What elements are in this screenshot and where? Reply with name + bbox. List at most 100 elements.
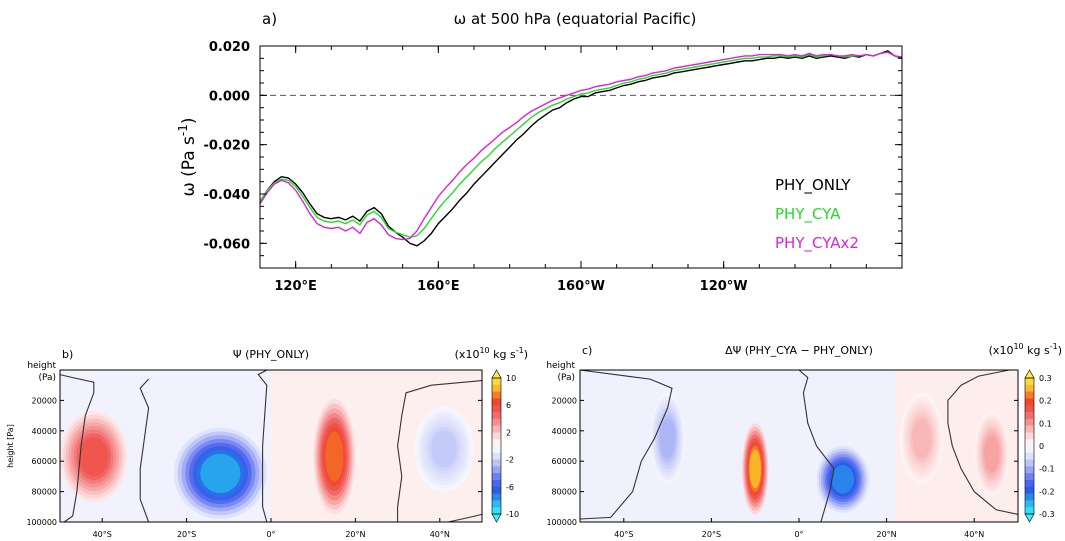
colorbar-segment — [1025, 405, 1034, 413]
colorbar-tick-label: 0.1 — [1039, 419, 1052, 428]
x-tick-label: 20°N — [345, 530, 365, 539]
legend-entry-phy-cyax2: PHY_CYAx2 — [775, 234, 859, 253]
label-part: kg s — [1024, 344, 1050, 357]
superscript: -1 — [176, 124, 190, 136]
y-tick-label-a: 0.020 — [209, 40, 250, 55]
heatmap-cell — [831, 465, 855, 494]
colorbar-tick-label: -2 — [506, 456, 514, 465]
x-tick-label: 40°S — [614, 530, 633, 539]
colorbar-segment — [1025, 507, 1034, 515]
label-part: (x10 — [455, 348, 480, 361]
label-part: ω (Pa s — [179, 136, 199, 197]
x-tick-label: 0° — [794, 530, 803, 539]
colorbar-segment — [1025, 384, 1034, 393]
colorbar-tick-label: -0.3 — [1039, 510, 1055, 519]
colorbar-tick-label: -6 — [506, 483, 514, 492]
zero-contour — [397, 380, 483, 522]
colorbar-tick-label: -10 — [506, 510, 519, 519]
colorbar-segment — [1025, 452, 1034, 461]
panel-label: c) — [582, 344, 592, 357]
legend-entry-phy-cya: PHY_CYA — [775, 205, 841, 224]
zero-contour — [139, 378, 150, 523]
y-tick-label: 80000 — [32, 488, 57, 497]
label-part: (x10 — [989, 344, 1014, 357]
colorbar-segment — [492, 507, 501, 515]
zero-contour — [59, 374, 95, 523]
chart-title-a: ω at 500 hPa (equatorial Pacific) — [454, 10, 697, 28]
colorbar-segment — [492, 473, 501, 481]
pa-unit-label: (Pa) — [557, 373, 575, 383]
colorbar-bottom-arrow — [1024, 513, 1035, 523]
units-label: (x1010 kg s-1) — [989, 342, 1062, 357]
colorbar-segment — [492, 425, 501, 433]
colorbar-segment — [492, 391, 501, 399]
colorbar-segment — [492, 446, 501, 454]
colorbar-segment — [492, 432, 501, 440]
heatmap-cell — [660, 418, 676, 459]
panel-label: b) — [62, 348, 73, 361]
series-line-phy-only — [259, 50, 903, 247]
x-tick-label: 0° — [266, 530, 275, 539]
colorbar-tick-label: 0.2 — [1039, 397, 1052, 406]
zero-contour — [579, 369, 673, 520]
colorbar-segment — [492, 493, 501, 501]
superscript: 10 — [479, 346, 489, 355]
y-tick-label: 40000 — [552, 427, 577, 436]
panel-label-a: a) — [262, 10, 277, 28]
x-tick-label-a: 120°W — [700, 279, 748, 294]
colorbar-segment — [492, 480, 501, 488]
colorbar-frame — [491, 377, 502, 515]
superscript: 10 — [1013, 342, 1023, 351]
label-part: ) — [1058, 344, 1062, 357]
y-tick-label: 100000 — [546, 518, 577, 527]
panel-a-line-chart: a) ω at 500 hPa (equatorial Pacific) ω (Pa… — [176, 10, 903, 294]
heatmap-cell — [200, 453, 241, 494]
x-tick-label-a: 160°W — [557, 279, 605, 294]
colorbar-segment — [1025, 412, 1034, 420]
colorbar-segment — [1025, 493, 1034, 501]
chart-title: Ψ (PHY_ONLY) — [233, 348, 309, 361]
y-tick-label: 100000 — [26, 518, 57, 527]
panel-c-streamfunction-difference: c) ΔΨ (PHY_CYA − PHY_ONLY) (x1010 kg s-1) h… — [546, 342, 1062, 539]
y-tick-label: 60000 — [552, 457, 577, 466]
colorbar-segment — [1025, 398, 1034, 406]
x-tick-label: 40°N — [964, 530, 984, 539]
colorbar-segment — [492, 384, 501, 393]
colorbar-segment — [1025, 466, 1034, 474]
y-tick-label: 80000 — [552, 488, 577, 497]
colorbar-bottom-arrow — [491, 513, 502, 523]
chart-title: ΔΨ (PHY_CYA − PHY_ONLY) — [725, 344, 873, 357]
label-part: ) — [524, 348, 528, 361]
pa-unit-label: (Pa) — [38, 373, 56, 383]
colorbar-segment — [1025, 391, 1034, 399]
y-axis-label: height [Pa] — [6, 424, 15, 468]
x-tick-label: 40°N — [430, 530, 450, 539]
colorbar-segment — [1025, 446, 1034, 454]
colorbar-segment — [1025, 425, 1034, 433]
colorbar-tick-label: 0 — [1039, 442, 1044, 451]
superscript: -1 — [1050, 342, 1058, 351]
series-line-phy-cya — [259, 51, 903, 238]
heatmap-cell — [912, 418, 932, 459]
x-tick-label-a: 160°E — [417, 279, 460, 294]
y-tick-label-a: 0.000 — [209, 89, 250, 104]
zero-contour — [257, 369, 268, 523]
x-tick-label: 20°S — [702, 530, 721, 539]
heatmap-cell — [749, 449, 761, 489]
colorbar-tick-label: -0.1 — [1039, 465, 1055, 474]
colorbar-segment — [492, 466, 501, 474]
zero-contour — [448, 513, 483, 523]
y-tick-label-a: -0.020 — [203, 139, 250, 154]
colorbar-frame — [1024, 377, 1035, 515]
heatmap-cell — [79, 436, 109, 477]
colorbar-segment — [492, 452, 501, 461]
x-tick-label: 40°S — [93, 530, 112, 539]
x-tick-label-a: 120°E — [274, 279, 317, 294]
label-part: kg s — [490, 348, 516, 361]
colorbar-tick-label: 6 — [506, 401, 511, 410]
heatmap-cell — [431, 430, 457, 468]
colorbar-segment — [492, 459, 501, 467]
colorbar-top-arrow — [1024, 369, 1035, 379]
colorbar-segment — [492, 486, 501, 495]
